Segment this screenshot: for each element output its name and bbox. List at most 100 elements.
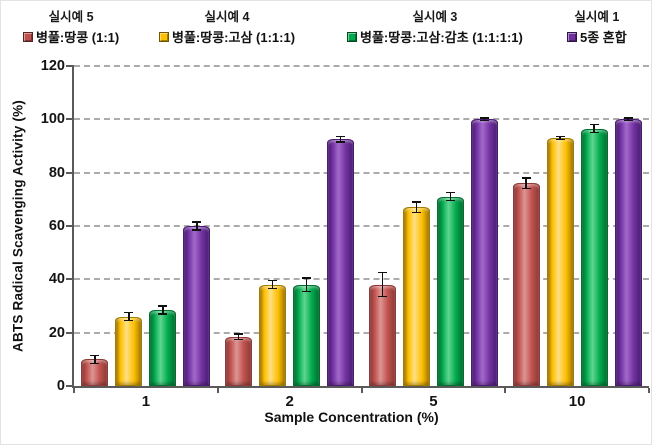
legend-swatch-icon — [567, 31, 577, 42]
legend-label: 병풀:땅콩:고삼 (1:1:1) — [172, 30, 296, 45]
legend-label: 병풀:땅콩 (1:1) — [36, 30, 120, 45]
x-axis-line — [72, 386, 649, 388]
x-category-label: 10 — [568, 393, 586, 410]
error-bar-stem — [128, 312, 130, 321]
y-axis-title: ABTS Radical Scavenging Activity (%) — [10, 99, 26, 353]
y-tick-label: 40 — [48, 271, 65, 288]
error-bar-stem — [627, 118, 629, 121]
y-tick-mark — [66, 278, 72, 281]
error-bar-cap-top — [589, 123, 599, 126]
error-bar-cap-top — [158, 305, 168, 307]
error-bar-cap-bottom — [411, 211, 421, 214]
error-bar-stem — [305, 278, 308, 292]
y-tick-mark — [66, 65, 72, 67]
legend-item: 병풀:땅콩:고삼:감초 (1:1:1:1) — [347, 27, 523, 46]
x-tick-mark — [360, 388, 363, 393]
legend-swatch-icon — [23, 31, 33, 42]
gridline — [74, 171, 649, 174]
y-tick-mark — [66, 118, 72, 121]
legend-entry: 실시예 3 병풀:땅콩:고삼:감초 (1:1:1:1) — [347, 6, 523, 46]
bar — [115, 316, 143, 386]
bar — [259, 284, 287, 386]
error-bar-cap-bottom — [521, 187, 531, 190]
error-bar-cap-top — [411, 201, 421, 203]
y-axis-line — [72, 65, 74, 386]
y-tick-label: 120 — [40, 58, 65, 74]
legend-entry: 실시예 5 병풀:땅콩 (1:1) — [23, 6, 119, 46]
y-tick-label: 20 — [48, 324, 65, 341]
error-bar-cap-bottom — [623, 119, 633, 122]
x-axis-title: Sample Concentration (%) — [264, 409, 439, 425]
gridline — [74, 65, 649, 67]
bar — [149, 310, 177, 386]
error-bar-cap-top — [445, 191, 455, 194]
error-bar-cap-top — [521, 177, 531, 179]
error-bar-cap-bottom — [336, 141, 346, 143]
legend-item: 병풀:땅콩 (1:1) — [23, 27, 119, 46]
error-bar-stem — [94, 355, 96, 364]
y-tick-label: 80 — [48, 164, 65, 181]
bar — [327, 139, 355, 386]
error-bar-cap-bottom — [302, 290, 312, 293]
legend-example-title: 실시예 3 — [412, 10, 458, 24]
legend-example-title: 실시예 1 — [574, 10, 620, 24]
x-tick-mark — [504, 388, 507, 393]
error-bar-cap-top — [336, 135, 346, 138]
error-bar-cap-bottom — [589, 131, 599, 134]
bar — [580, 128, 608, 386]
error-bar-cap-top — [555, 135, 565, 138]
error-bar-cap-bottom — [192, 229, 202, 231]
bar — [81, 359, 109, 386]
legend-item: 병풀:땅콩:고삼 (1:1:1) — [159, 27, 295, 46]
bar — [512, 183, 540, 386]
y-tick-label: 100 — [40, 111, 65, 128]
error-bar-cap-top — [192, 221, 202, 223]
error-bar-cap-bottom — [234, 338, 244, 341]
x-category-label: 1 — [141, 393, 151, 410]
gridline — [74, 225, 649, 227]
error-bar-cap-top — [234, 333, 244, 335]
y-tick-label: 0 — [56, 378, 65, 394]
error-bar-stem — [162, 306, 164, 314]
error-bar-cap-bottom — [158, 313, 168, 315]
bar — [183, 226, 211, 386]
bar — [225, 336, 253, 386]
error-bar-cap-top — [302, 277, 312, 279]
error-bar-cap-top — [124, 311, 134, 314]
error-bar-stem — [449, 192, 452, 201]
legend-swatch-icon — [347, 31, 357, 42]
bar — [470, 119, 498, 386]
gridline — [74, 331, 649, 334]
legend-entry: 실시예 1 5종 혼합 — [567, 6, 627, 46]
x-tick-mark — [648, 388, 650, 393]
x-tick-mark — [216, 388, 219, 393]
y-tick-mark — [66, 331, 72, 334]
legend-label: 5종 혼합 — [580, 30, 627, 45]
legend-entry: 실시예 4 병풀:땅콩:고삼 (1:1:1) — [159, 6, 295, 46]
legend-item: 5종 혼합 — [567, 27, 627, 46]
bar — [368, 284, 396, 386]
gridline — [74, 278, 649, 281]
error-bar-cap-bottom — [124, 319, 134, 322]
error-bar-cap-top — [623, 117, 633, 119]
gridline — [74, 118, 649, 121]
y-tick-mark — [66, 171, 72, 174]
x-category-label: 5 — [429, 393, 438, 410]
error-bar-stem — [381, 272, 384, 297]
error-bar-cap-top — [377, 271, 387, 274]
error-bar-stem — [559, 136, 561, 140]
legend-label: 병풀:땅콩:고삼:감초 (1:1:1:1) — [360, 30, 523, 45]
bar — [546, 138, 574, 386]
bar — [402, 207, 430, 386]
error-bar-cap-bottom — [445, 199, 455, 202]
x-category-label: 2 — [285, 393, 294, 410]
legend-example-title: 실시예 4 — [204, 10, 250, 24]
error-bar-cap-top — [268, 279, 278, 282]
error-bar-stem — [196, 222, 198, 230]
legend-swatch-icon — [159, 31, 169, 42]
x-tick-mark — [73, 388, 75, 393]
error-bar-cap-top — [479, 117, 489, 119]
error-bar-stem — [237, 334, 240, 340]
y-tick-mark — [66, 225, 72, 227]
